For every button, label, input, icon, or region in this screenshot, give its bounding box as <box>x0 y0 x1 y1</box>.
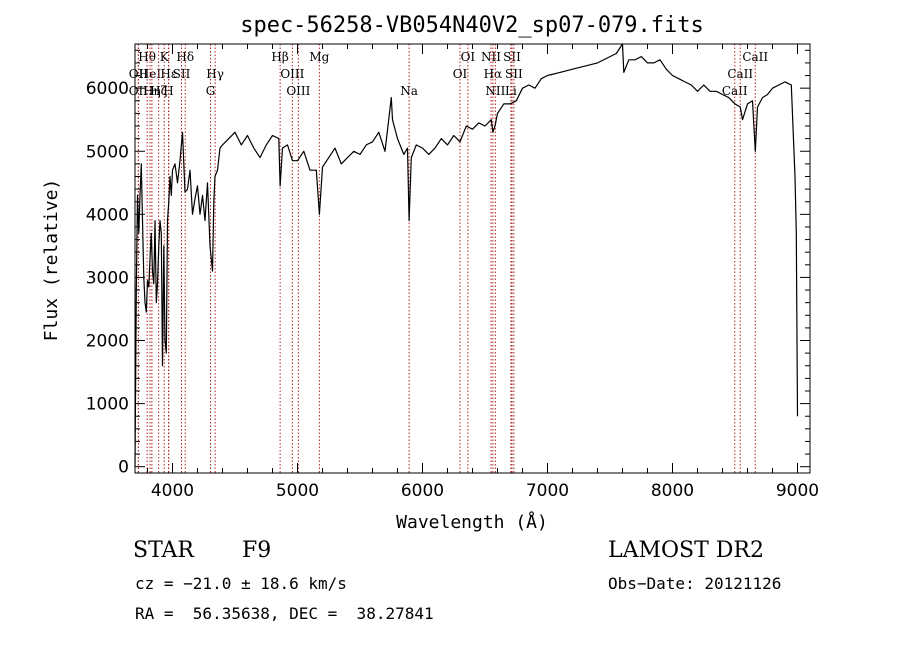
spectral-line-label: K <box>160 50 170 64</box>
x-tick-label: 9000 <box>776 481 819 501</box>
spectral-line-label: Hζ <box>150 84 167 98</box>
spectral-line-label: NII <box>485 84 505 98</box>
spectral-line-label: Li <box>505 84 517 98</box>
spectral-line-label: Na <box>400 84 418 98</box>
axes: 4000 5000 6000 7000 8000 9000 0 1000 2000 3000 400… <box>86 43 819 501</box>
spectral-line-label: NII <box>481 50 501 64</box>
spectral-line-label: Hδ <box>176 50 194 64</box>
spectral-line-label: OI <box>461 50 476 64</box>
x-tick-label: 7000 <box>526 481 569 501</box>
y-tick-label: 5000 <box>86 142 129 162</box>
x-tick-label: 6000 <box>401 481 444 501</box>
obs-date: Obs−Date: 20121126 <box>608 574 782 593</box>
spectral-line-label: Hη <box>143 84 161 98</box>
plot-frame <box>134 43 811 474</box>
y-tick-label: 4000 <box>86 205 129 225</box>
spectral-line-label: OII <box>129 67 149 81</box>
chart-title: spec-56258-VB054N40V2_sp07-079.fits <box>240 13 704 38</box>
spectral-line-label: Hγ <box>206 67 224 81</box>
spectral-line-label: CaII <box>722 84 748 98</box>
spectrum-series-line <box>134 43 799 467</box>
y-tick-label: 3000 <box>86 268 129 288</box>
spectral-line-markers: HθOIIHeIOIIHηHζKHHεSIIHδGHγHβOIIIOIIIMgN… <box>129 44 768 473</box>
spectral-line-label: G <box>206 84 216 98</box>
y-tick-label: 2000 <box>86 332 129 352</box>
spectral-line-label: OII <box>129 84 149 98</box>
x-axis-label: Wavelength (Å) <box>396 511 548 533</box>
spectral-line-label: Hθ <box>138 50 156 64</box>
y-tick-label: 0 <box>118 458 129 478</box>
spectral-line-label: OIII <box>280 67 304 81</box>
x-tick-label: 5000 <box>276 481 319 501</box>
x-tick-label: 4000 <box>151 481 194 501</box>
y-axis-label: Flux (relative) <box>41 179 62 342</box>
spectral-line-label: Hε <box>160 67 177 81</box>
object-class: STAR <box>133 538 194 563</box>
spectral-line-label: HeI <box>139 67 162 81</box>
plot-area <box>134 43 799 467</box>
spectral-line-label: SII <box>503 50 521 64</box>
y-tick-label: 1000 <box>86 395 129 415</box>
y-tick-label: 6000 <box>86 79 129 99</box>
spectral-line-label: CaII <box>742 50 768 64</box>
spectral-line-label: Hα <box>484 67 503 81</box>
redshift-info: cz = −21.0 ± 18.6 km/s <box>135 574 347 593</box>
spectral-line-label: OI <box>453 67 468 81</box>
spectral-line-label: OIII <box>286 84 310 98</box>
spectral-line-label: Hβ <box>271 50 288 64</box>
spectral-line-label: Mg <box>309 50 329 64</box>
x-tick-label: 8000 <box>651 481 694 501</box>
object-subclass: F9 <box>242 538 272 563</box>
spectral-line-label: SII <box>505 67 523 81</box>
spectral-line-label: CaII <box>727 67 753 81</box>
ra-dec: RA = 56.35638, DEC = 38.27841 <box>135 604 434 623</box>
spectral-line-label: SII <box>173 67 191 81</box>
survey-name: LAMOST DR2 <box>608 538 764 563</box>
